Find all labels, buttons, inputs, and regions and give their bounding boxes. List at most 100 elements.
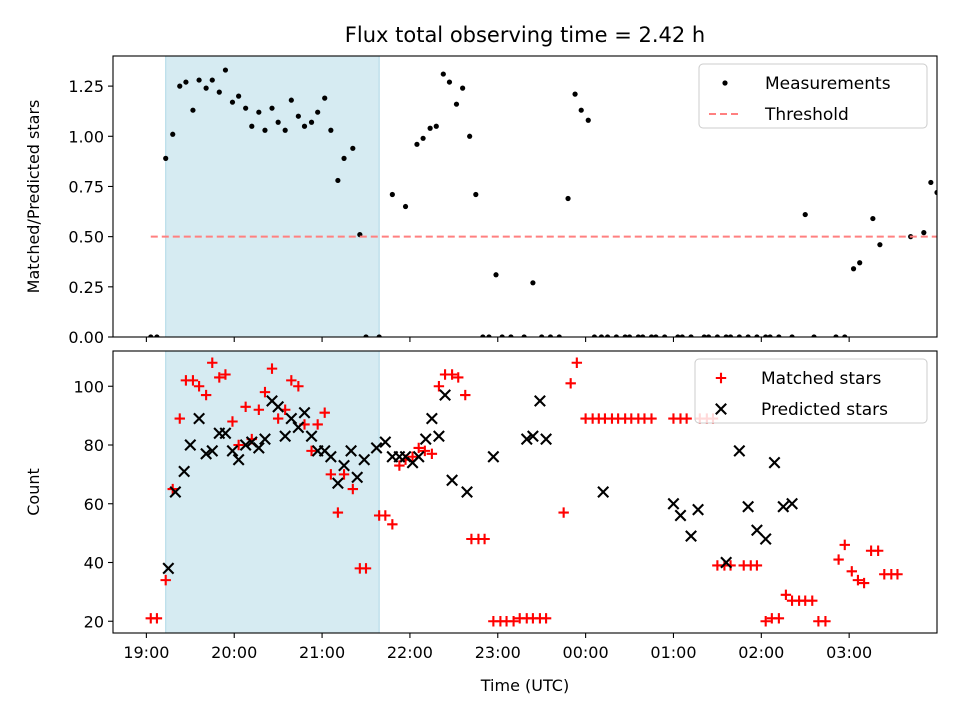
measurements-point xyxy=(389,191,395,198)
matched-stars-point xyxy=(319,407,330,418)
matched-stars-point xyxy=(394,460,405,471)
x-tick-label: 02:00 xyxy=(738,643,784,662)
measurements-point xyxy=(705,334,712,337)
matched-stars-point xyxy=(820,616,831,627)
matched-stars-point xyxy=(306,445,317,457)
measurements-point xyxy=(539,334,545,337)
matched-stars-point xyxy=(193,381,205,392)
x-tick-label: 22:00 xyxy=(387,643,433,662)
legend: Matched stars Predicted stars xyxy=(694,358,928,424)
predicted-stars-point xyxy=(298,406,311,419)
measurements-point xyxy=(499,334,505,337)
legend-box xyxy=(698,63,928,129)
highlight-span xyxy=(165,350,380,634)
predicted-stars-point xyxy=(742,500,755,513)
y-tick-label: 100 xyxy=(73,377,104,396)
measurements-point xyxy=(508,334,514,337)
predicted-stars-point xyxy=(419,433,432,446)
matched-stars-point xyxy=(214,372,225,383)
measurements-point xyxy=(427,125,433,131)
matched-stars-point xyxy=(220,369,231,380)
predicted-stars-point xyxy=(759,533,772,545)
matched-stars-point xyxy=(286,375,297,386)
matched-stars-point xyxy=(160,574,171,586)
legend-label: Predicted stars xyxy=(761,400,888,420)
measurements-point xyxy=(486,334,492,337)
measurements-point xyxy=(196,77,202,83)
matched-stars-point xyxy=(419,445,431,457)
measurements-point xyxy=(556,334,562,337)
matched-stars-point xyxy=(380,510,391,521)
predicted-stars-point xyxy=(379,436,392,449)
matched-stars-point xyxy=(360,563,372,574)
legend-box xyxy=(694,358,928,424)
measurements-point xyxy=(350,145,356,151)
measurements-point xyxy=(243,105,249,111)
predicted-stars-point xyxy=(272,400,285,413)
x-tick-label: 01:00 xyxy=(650,643,696,662)
predicted-stars-point xyxy=(285,412,298,425)
matched-stars-point xyxy=(325,469,337,480)
measurements-point xyxy=(236,93,242,99)
measurements-point xyxy=(754,334,760,337)
predicted-stars-point xyxy=(750,524,763,537)
legend-label: Threshold xyxy=(764,105,849,125)
predicted-stars-point xyxy=(305,430,318,443)
matched-stars-point xyxy=(407,451,418,462)
measurements-point xyxy=(275,119,281,125)
matched-stars-point xyxy=(846,566,857,577)
measurements-point xyxy=(322,95,328,101)
y-axis-label: Count xyxy=(24,468,43,516)
measurements-point xyxy=(203,85,209,91)
highlight-span xyxy=(165,55,380,338)
measurements-point xyxy=(446,79,453,85)
matched-stars-point xyxy=(347,483,359,495)
predicted-stars-point xyxy=(720,556,733,569)
matched-stars-point xyxy=(272,413,284,424)
x-tick-label: 20:00 xyxy=(211,643,257,662)
predicted-stars-point xyxy=(777,500,790,513)
measurements-point xyxy=(613,334,619,337)
predicted-stars-point xyxy=(232,453,245,466)
predicted-stars-point xyxy=(292,421,305,434)
predicted-stars-point xyxy=(692,503,705,516)
y-axis-label: Matched/Predicted stars xyxy=(24,100,43,294)
x-tick-label: 23:00 xyxy=(475,643,521,662)
measurements-point xyxy=(480,334,486,337)
measurements-point xyxy=(414,141,420,147)
matched-stars-point xyxy=(460,389,471,401)
matched-stars-point xyxy=(227,416,238,427)
y-tick-label: 1.00 xyxy=(68,127,104,146)
y-tick-label: 20 xyxy=(84,612,104,631)
measurements-point xyxy=(789,334,795,337)
matched-stars-point xyxy=(807,595,818,606)
matched-stars-point xyxy=(479,533,490,545)
predicted-stars-point xyxy=(526,430,539,443)
matched-stars-point xyxy=(453,372,464,383)
predicted-stars-point xyxy=(226,444,239,457)
matched-stars-point xyxy=(332,507,344,518)
matched-stars-point xyxy=(751,560,763,571)
matched-stars-point xyxy=(233,439,244,451)
measurements-point xyxy=(585,117,591,123)
y-tick-label: 40 xyxy=(84,554,104,573)
measurements-point xyxy=(222,67,229,73)
matched-stars-point xyxy=(207,357,218,368)
measurements-point xyxy=(598,334,605,337)
plot-area xyxy=(145,357,903,627)
legend-marker xyxy=(722,80,728,86)
measurements-point xyxy=(714,334,720,337)
matched-stars-point xyxy=(858,577,870,589)
measurements-point xyxy=(591,334,597,337)
matched-stars-point xyxy=(892,569,903,580)
measurements-point xyxy=(934,189,937,196)
matched-stars-point xyxy=(413,442,424,454)
measurements-point xyxy=(177,83,183,89)
measurements-point xyxy=(460,85,466,91)
matched-stars-point xyxy=(338,469,350,480)
predicted-stars-point xyxy=(345,444,358,457)
top-panel: 0.00 0.25 0.50 0.75 1.00 1.25 Matched/Predicte… xyxy=(24,55,938,347)
measurements-point xyxy=(626,334,633,337)
legend-label: Measurements xyxy=(765,74,891,94)
